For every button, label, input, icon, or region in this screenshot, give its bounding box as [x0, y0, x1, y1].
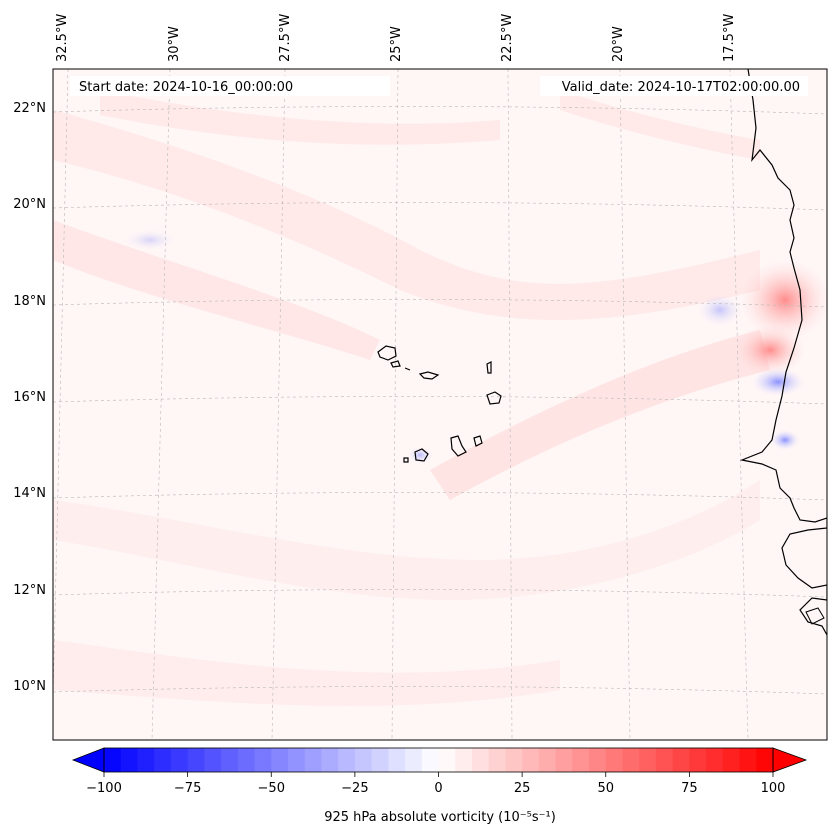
- lat-label-14n: 14°N: [13, 486, 46, 501]
- start-date-box: [70, 76, 390, 96]
- cape-verde-islands: [377, 345, 502, 463]
- colorbar-label: 925 hPa absolute vorticity (10⁻⁵s⁻¹): [324, 810, 556, 825]
- african-coastline: [739, 69, 827, 636]
- colorbar-segment: [154, 748, 172, 772]
- colorbar-ticks: −100 −75 −50 −25 0 25 50 75 100: [86, 772, 785, 796]
- colorbar-segment: [739, 748, 757, 772]
- vorticity-field: [53, 69, 827, 740]
- colorbar-segment: [672, 748, 690, 772]
- colorbar-tick-label: 0: [434, 781, 442, 796]
- island-boa-vista: [486, 391, 502, 405]
- colorbar-segment: [589, 748, 607, 772]
- colorbar-segment: [338, 748, 356, 772]
- island-sal: [486, 361, 492, 374]
- colorbar-segment: [321, 748, 339, 772]
- island-brava: [403, 457, 409, 463]
- colorbar-segment: [187, 748, 205, 772]
- colorbar-segment: [371, 748, 389, 772]
- colorbar-segment: [505, 748, 523, 772]
- colorbar-segment: [354, 748, 373, 772]
- valid-date-label: Valid_date: 2024-10-17T02:00:00.00: [562, 80, 800, 95]
- lat-label-22n: 22°N: [13, 101, 46, 116]
- bijagos-islands: [805, 607, 825, 625]
- colorbar-segment: [287, 748, 306, 772]
- colorbar-segment: [756, 748, 774, 772]
- island-santo-antao: [377, 345, 397, 361]
- colorbar-segment: [438, 748, 456, 772]
- lon-label-27-5w: 27.5°W: [278, 14, 293, 62]
- lat-label-12n: 12°N: [13, 583, 46, 598]
- colorbar-segment: [555, 748, 573, 772]
- lon-label-25w: 25°W: [389, 26, 404, 62]
- lon-label-17-5w: 17.5°W: [722, 14, 737, 62]
- island-sao-vicente: [390, 360, 401, 368]
- colorbar-segment: [137, 748, 155, 772]
- colorbar-min-extension: [71, 747, 105, 773]
- colorbar-tick-label: 75: [681, 781, 698, 796]
- latitude-labels: 22°N 20°N 18°N 16°N 14°N 12°N 10°N: [13, 101, 46, 694]
- colorbar-segment: [622, 748, 640, 772]
- colorbar-segment: [572, 748, 590, 772]
- colorbar-segment: [722, 748, 741, 772]
- graticule: [53, 69, 827, 740]
- island-santiago: [450, 435, 467, 457]
- lat-label-18n: 18°N: [13, 294, 46, 309]
- colorbar-segment: [488, 748, 506, 772]
- colorbar-segment: [170, 748, 189, 772]
- colorbar-segments: [104, 748, 774, 772]
- colorbar-segment: [254, 748, 272, 772]
- colorbar-segment: [104, 748, 122, 772]
- lon-label-30w: 30°W: [167, 26, 182, 62]
- colorbar-segment: [706, 748, 724, 772]
- lon-label-32-5w: 32.5°W: [55, 14, 70, 62]
- lon-label-20w: 20°W: [611, 26, 626, 62]
- colorbar-segment: [221, 748, 239, 772]
- island-fogo: [414, 448, 429, 462]
- colorbar-segment: [237, 748, 256, 772]
- map-panel: Start date: 2024-10-16_00:00:00 Valid_da…: [52, 68, 828, 741]
- lon-label-22-5w: 22.5°W: [500, 14, 515, 62]
- longitude-labels: 32.5°W 30°W 27.5°W 25°W 22.5°W 20°W 17.5…: [55, 14, 737, 62]
- colorbar-tick-label: −25: [341, 781, 368, 796]
- start-date-label: Start date: 2024-10-16_00:00:00: [79, 80, 293, 95]
- colorbar-segment: [655, 748, 674, 772]
- colorbar-tick-label: −100: [86, 781, 122, 796]
- lat-label-16n: 16°N: [13, 390, 46, 405]
- island-sao-nicolau: [418, 371, 440, 380]
- colorbar-segment: [605, 748, 623, 772]
- map-frame: [52, 68, 828, 741]
- lat-label-10n: 10°N: [13, 679, 46, 694]
- colorbar-tick-label: −75: [174, 781, 201, 796]
- colorbar-segment: [538, 748, 557, 772]
- colorbar-segment: [471, 748, 490, 772]
- colorbar-tick-label: 100: [761, 781, 786, 796]
- colorbar-segment: [304, 748, 322, 772]
- colorbar-tick-label: 25: [514, 781, 531, 796]
- lat-label-20n: 20°N: [13, 197, 46, 212]
- colorbar-segment: [120, 748, 138, 772]
- colorbar-segment: [522, 748, 540, 772]
- colorbar-segment: [421, 748, 440, 772]
- colorbar-segment: [455, 748, 473, 772]
- colorbar: −100 −75 −50 −25 0 25 50 75 100 925 hPa absolute…: [71, 747, 808, 825]
- colorbar-segment: [639, 748, 657, 772]
- valid-date-box: [540, 76, 808, 96]
- colorbar-segment: [204, 748, 222, 772]
- colorbar-tick-label: −50: [258, 781, 285, 796]
- colorbar-segment: [271, 748, 289, 772]
- colorbar-max-extension: [772, 747, 808, 773]
- colorbar-segment: [388, 748, 406, 772]
- island-maio: [473, 435, 483, 447]
- colorbar-segment: [405, 748, 423, 772]
- island-santa-luzia: [404, 367, 411, 371]
- colorbar-segment: [689, 748, 707, 772]
- colorbar-tick-label: 50: [597, 781, 614, 796]
